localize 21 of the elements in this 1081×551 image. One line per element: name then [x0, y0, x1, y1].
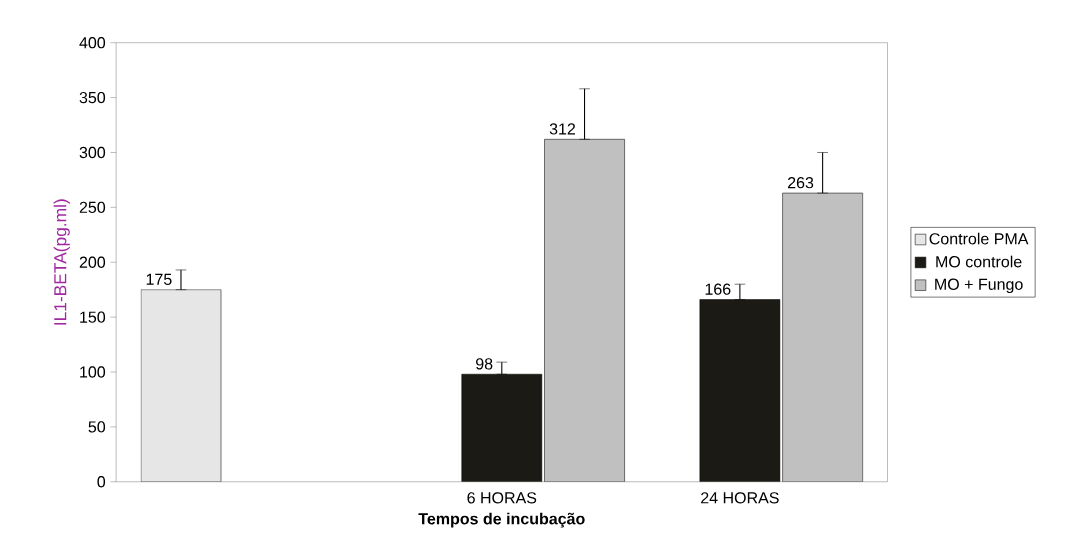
- y-tick-label: 50: [88, 421, 106, 433]
- y-tick-label: 150: [80, 311, 106, 323]
- legend-label: MO + Fungo: [935, 278, 1023, 294]
- y-tick-label: 200: [79, 256, 106, 268]
- data-label: 166: [705, 283, 731, 295]
- y-axis-title: IL1-BETA(pg.ml): [53, 199, 70, 325]
- y-tick-label: 0: [97, 476, 106, 488]
- data-label: 175: [146, 273, 172, 285]
- y-tick-label: 350: [79, 91, 106, 104]
- x-tick-label: 6 HORAS: [467, 492, 537, 504]
- legend-label: Controle PMA: [929, 232, 1029, 245]
- y-tick-label: 300: [79, 146, 106, 159]
- legend-label: MO controle: [936, 255, 1022, 268]
- x-tick-label: 24 HORAS: [701, 492, 779, 504]
- y-tick-label: 250: [79, 201, 106, 213]
- y-tick-label: 100: [80, 366, 106, 378]
- data-label: 312: [549, 123, 576, 135]
- x-axis-title: Tempos de incubação: [418, 512, 585, 528]
- data-label: 263: [787, 176, 814, 189]
- data-label: 98: [476, 358, 493, 370]
- y-tick-label: 400: [79, 36, 106, 49]
